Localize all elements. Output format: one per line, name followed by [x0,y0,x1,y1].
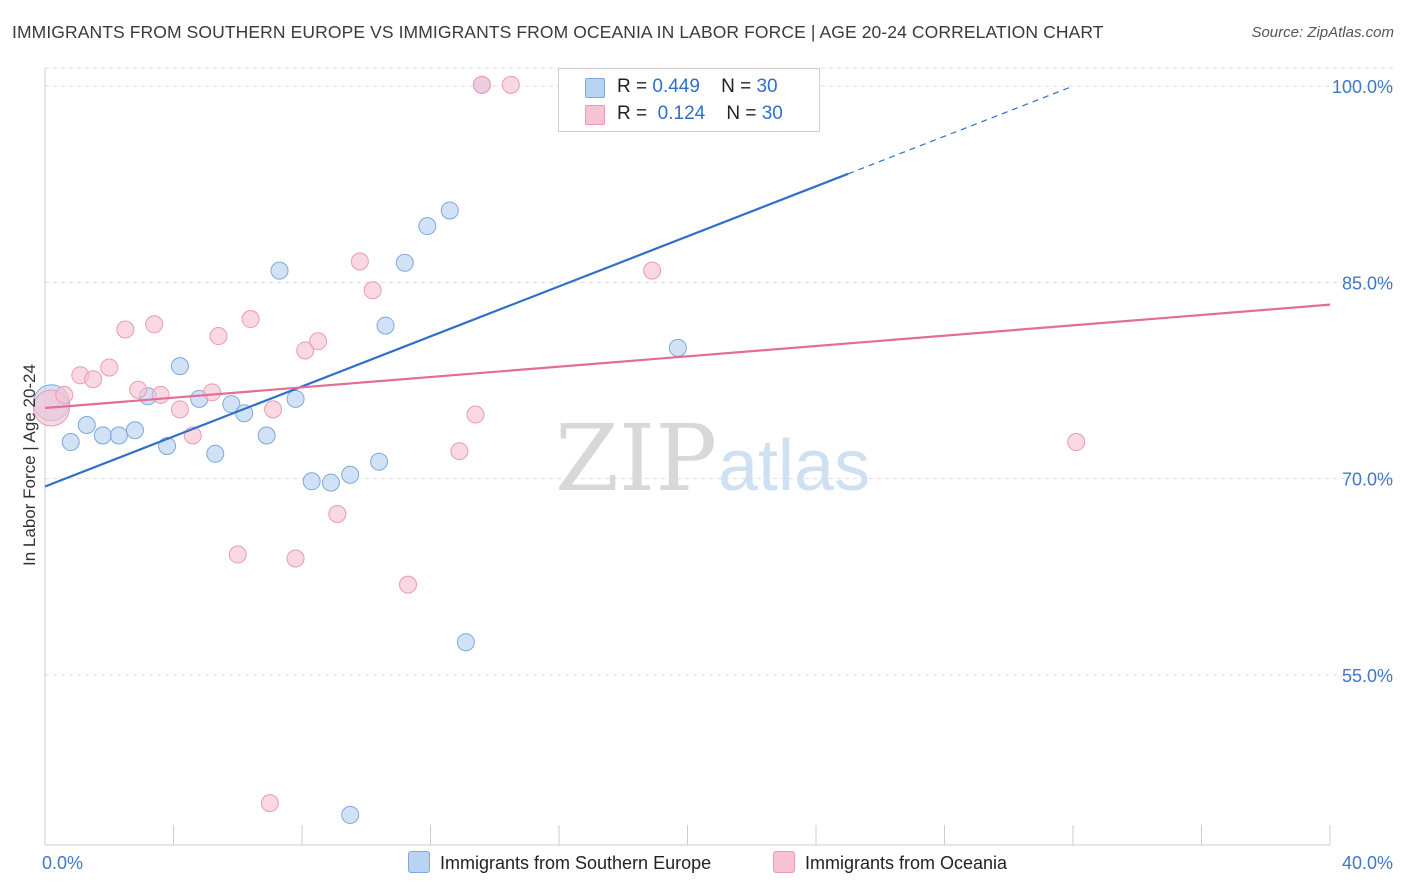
pink-scatter-point [501,75,520,94]
bottom-legend-swatch-blue [408,851,430,873]
blue-scatter-point [61,433,80,452]
y-axis-label: In Labor Force | Age 20-24 [20,364,39,566]
blue-scatter-point [341,805,360,824]
pink-scatter-point [286,549,305,568]
blue-scatter-point [93,426,112,445]
pink-scatter-point [296,341,315,360]
legend-n-value: 30 [761,103,783,124]
blue-scatter-point [370,452,389,471]
blue-scatter-point [286,389,305,408]
bottom-legend-swatch-pink [773,851,795,873]
blue-scatter-point [395,253,414,272]
pink-scatter-point [170,400,189,419]
pink-scatter-point [84,370,103,389]
pink-scatter-point [328,504,347,523]
bottom-legend-southern-europe: Immigrants from Southern Europe [408,851,711,874]
pink-scatter-point [643,261,662,280]
pink-scatter-point [399,575,418,594]
pink-scatter-point [472,75,491,94]
watermark-zip: ZIP [555,405,717,512]
grid-layer [45,67,1395,676]
y-axis-label-wrap: In Labor Force | Age 20-24 [10,300,50,630]
pink-scatter-point [363,281,382,300]
x-tick-label: 40.0% [1342,853,1393,873]
legend-n-label: N = [721,76,752,97]
blue-scatter-point [321,473,340,492]
pink-scatter-point [209,327,228,346]
bottom-legend-oceania: Immigrants from Oceania [773,851,1007,874]
blue-trend-extension [847,85,1074,175]
blue-scatter-point [222,395,241,414]
blue-scatter-point [206,444,225,463]
pink-scatter-point [55,385,74,404]
blue-scatter-point [418,217,437,236]
pink-scatter-point [350,252,369,271]
blue-scatter-point [376,316,395,335]
blue-scatter-point [456,633,475,652]
y-tick-label: 100.0% [1332,77,1393,97]
blue-scatter-point [440,201,459,220]
blue-scatter-point [270,261,289,280]
tick-label-layer: 100.0% 85.0% 70.0% 55.0% 0.0% 40.0% [42,77,1393,873]
watermark-atlas: atlas [718,426,870,506]
legend-r-label: R = [617,76,648,97]
pink-scatter-point [309,332,328,351]
blue-scatter-point [668,338,687,357]
pink-scatter-point [241,310,260,329]
legend-r-value: 0.124 [657,103,706,124]
pink-scatter-point [264,400,283,419]
pink-scatter-point [450,442,469,461]
pink-scatter-point [228,545,247,564]
y-tick-label: 85.0% [1342,273,1393,293]
pink-scatter-point [129,380,148,399]
y-tick-label: 55.0% [1342,666,1393,686]
blue-scatter-point [77,416,96,435]
blue-scatter-point [257,426,276,445]
legend-r-value: 0.449 [652,76,700,97]
pink-scatter-point [203,383,222,402]
pink-scatter-point [151,385,170,404]
pink-scatter-point [466,405,485,424]
legend-swatch-pink [585,105,605,125]
blue-scatter-point [341,465,360,484]
legend-n-label: N = [726,103,757,124]
legend-r-label: R = [617,103,648,124]
source-credit: Source: ZipAtlas.com [1251,24,1394,41]
legend-n-value: 30 [756,76,778,97]
trend-layer [44,85,1331,488]
blue-scatter-point [125,421,144,440]
pink-scatter-point [260,794,279,813]
y-tick-label: 70.0% [1342,470,1393,490]
bottom-legend-label: Immigrants from Oceania [805,853,1008,873]
blue-scatter-point [302,472,321,491]
pink-scatter-point [1067,433,1086,452]
legend-swatch-blue [585,78,605,98]
chart-title: IMMIGRANTS FROM SOUTHERN EUROPE VS IMMIG… [12,22,1104,42]
blue-trend-line [44,172,849,488]
bottom-legend-label: Immigrants from Southern Europe [440,853,712,873]
blue-scatter-point [109,426,128,445]
pink-trend-line [44,303,1331,410]
watermark: ZIP atlas [555,405,870,512]
correlation-legend: R = 0.449 N = 30 R = 0.124 N = 30 [558,68,820,132]
x-tick-label: 0.0% [42,853,83,873]
pink-scatter-point [116,320,135,339]
blue-scatter-point [170,357,189,376]
pink-scatter-point [145,315,164,334]
axis-layer [44,68,1331,846]
pink-scatter-point [100,358,119,377]
